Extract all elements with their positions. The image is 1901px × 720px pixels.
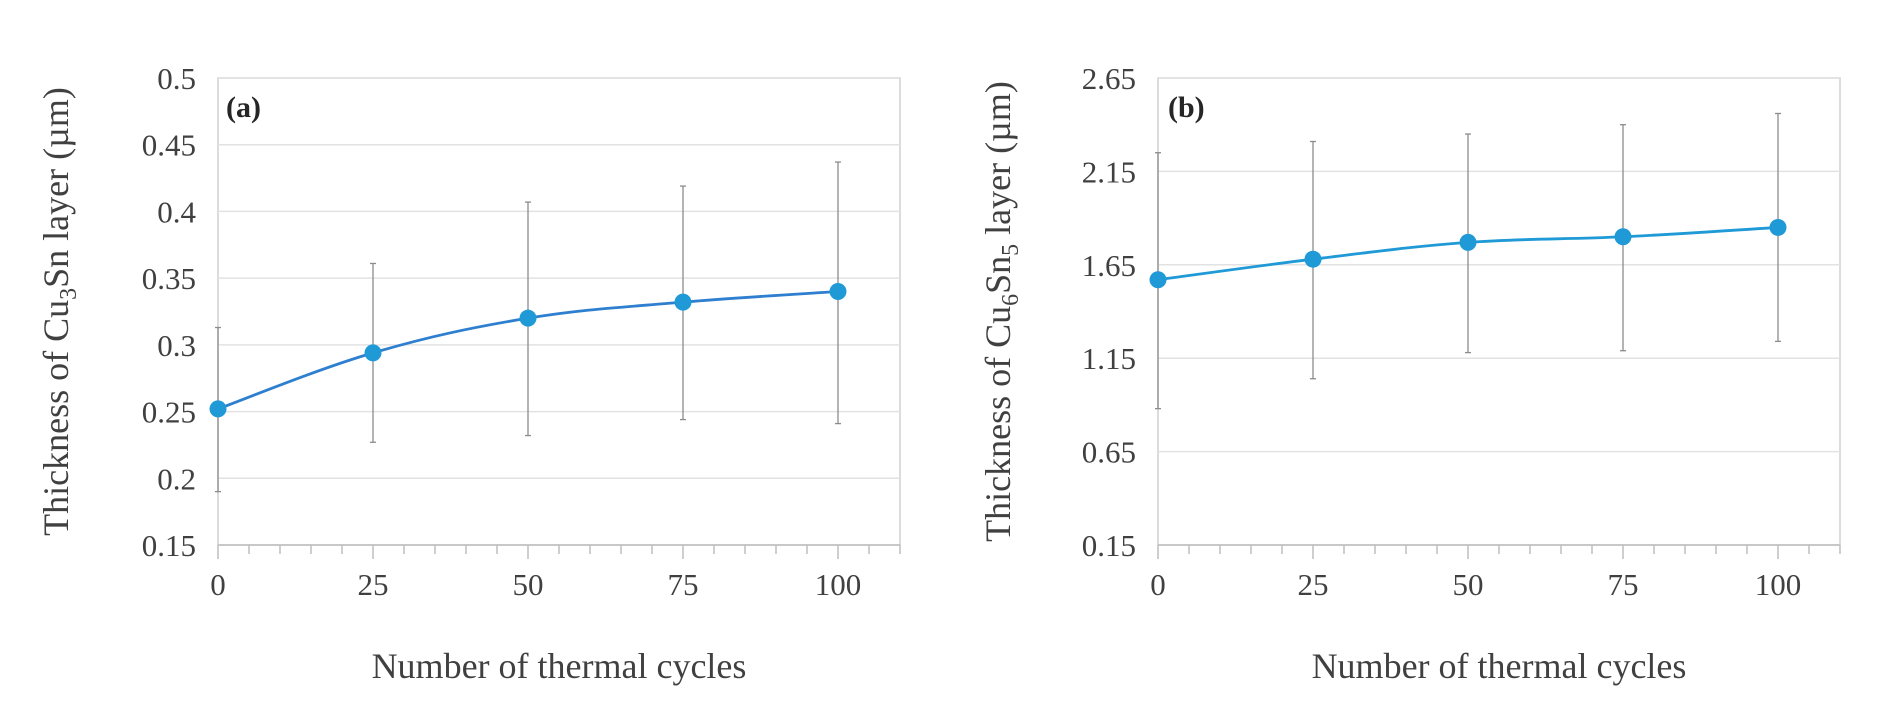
data-point: [519, 309, 537, 327]
y-tick-label: 2.65: [1082, 61, 1136, 96]
y-tick-label: 0.4: [157, 194, 196, 229]
x-tick-label: 75: [1608, 567, 1639, 602]
plot-frame: [1157, 77, 1841, 546]
y-axis-title-part: layer (µm): [978, 81, 1018, 244]
y-axis-title: Thickness of Cu3Sn layer (µm): [36, 87, 82, 536]
x-tick-label: 50: [513, 567, 544, 602]
plot-frame: [217, 77, 901, 546]
data-point: [674, 293, 692, 311]
x-tick-label: 25: [358, 567, 389, 602]
y-tick-label: 0.25: [142, 395, 196, 430]
x-tick-label: 0: [210, 567, 226, 602]
data-point: [364, 344, 382, 362]
data-point: [1769, 218, 1787, 236]
x-tick-label: 50: [1453, 567, 1484, 602]
x-axis-title: Number of thermal cycles: [372, 646, 747, 686]
y-tick-label: 0.15: [142, 528, 196, 563]
y-tick-label: 2.15: [1082, 154, 1136, 189]
x-tick-label: 100: [815, 567, 862, 602]
x-tick-label: 75: [668, 567, 699, 602]
y-axis-title-part: Thickness of Cu: [978, 306, 1018, 542]
series-Cu6Sn5: [1149, 112, 1787, 410]
y-axis-title-part: Sn layer (µm): [36, 87, 76, 288]
y-tick-label: 1.65: [1082, 248, 1136, 283]
panel-label: (a): [226, 91, 261, 124]
x-tick-label: 100: [1755, 567, 1802, 602]
data-point: [1304, 250, 1322, 268]
data-point: [1614, 228, 1632, 246]
x-tick-label: 0: [1150, 567, 1166, 602]
y-axis-title-subscript: 3: [56, 288, 82, 300]
y-axis-title-subscript: 5: [998, 244, 1024, 256]
y-axis-title: Thickness of Cu6Sn5 layer (µm): [978, 81, 1024, 542]
chart-panel-b: 0.15 0.65 1.15 1.65 2.15 2.65 0 25 50 75 100 (b) Num…: [978, 61, 1841, 686]
y-tick-label: 0.3: [157, 328, 196, 363]
y-tick-label: 0.45: [142, 128, 196, 163]
y-tick-label: 0.15: [1082, 528, 1136, 563]
y-tick-label: 0.35: [142, 261, 196, 296]
y-axis-title-part: Thickness of Cu: [36, 300, 76, 536]
y-tick-label: 0.65: [1082, 435, 1136, 470]
series-Cu3Sn: [209, 161, 847, 493]
x-tick-label: 25: [1298, 567, 1329, 602]
y-tick-label: 1.15: [1082, 341, 1136, 376]
data-point: [1149, 271, 1167, 289]
data-point: [829, 282, 847, 300]
y-axis-title-part: Sn: [978, 256, 1018, 294]
panel-label: (b): [1168, 91, 1205, 124]
chart-panel-a: 0.15 0.2 0.25 0.3 0.35 0.4 0.45 0.5 0 25 50 75 100 (a…: [36, 61, 901, 686]
y-tick-label: 0.5: [157, 61, 196, 96]
y-tick-label: 0.2: [157, 461, 196, 496]
y-axis-title-subscript: 6: [998, 294, 1024, 306]
data-point: [1459, 233, 1477, 251]
data-point: [209, 400, 227, 418]
x-axis-title: Number of thermal cycles: [1312, 646, 1687, 686]
